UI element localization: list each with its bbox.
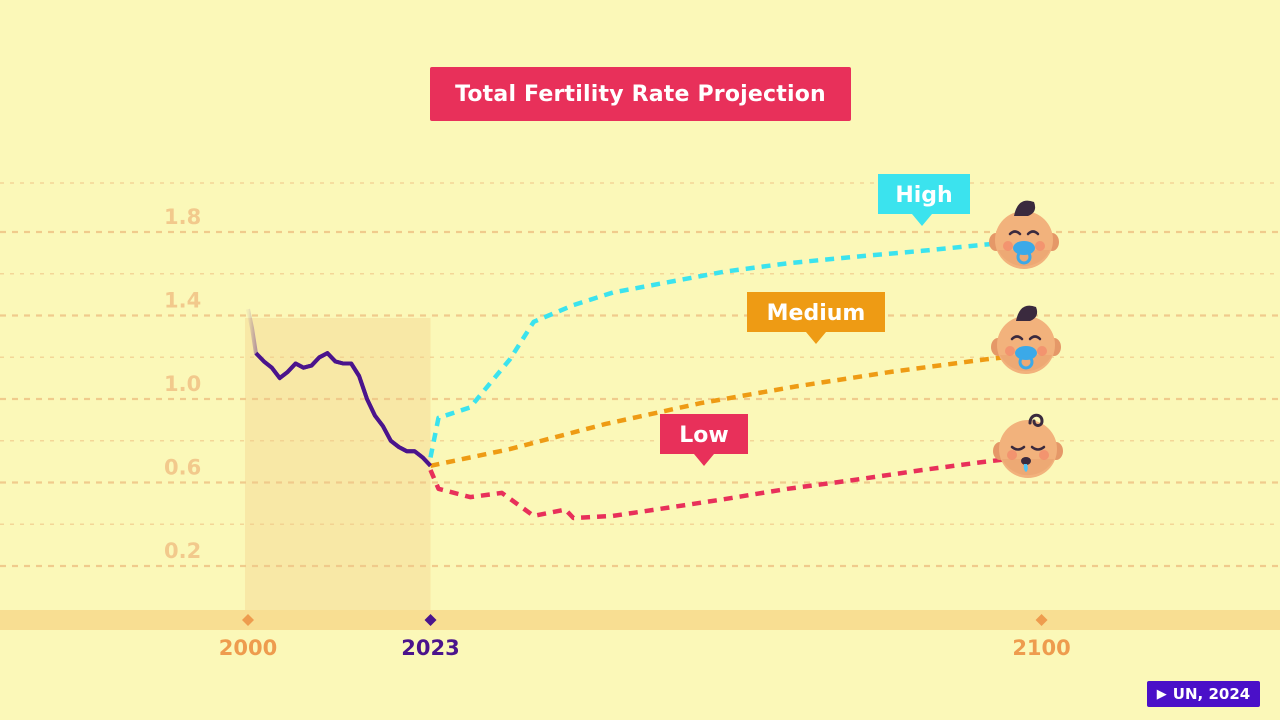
label-box (660, 414, 748, 466)
x-tick-label: 2100 (1012, 636, 1070, 660)
cheek (1037, 346, 1047, 356)
play-icon: ▶ (1156, 686, 1167, 702)
source-badge: ▶ UN, 2024 (1147, 681, 1260, 707)
history-shading (245, 318, 431, 610)
cheek (1007, 450, 1017, 460)
y-tick-label: 0.6 (164, 456, 201, 480)
pacifier-ring (1018, 354, 1034, 370)
face (997, 316, 1055, 374)
face-shade (1000, 355, 1052, 372)
y-tick-label: 1.0 (164, 372, 201, 396)
baby-low-icon (993, 413, 1063, 478)
x-tick-label: 2023 (401, 636, 459, 660)
x-axis-band (0, 610, 1280, 630)
eye (1026, 230, 1040, 236)
face-shade (1002, 459, 1054, 476)
series-line-medium (430, 350, 1042, 469)
hair (1016, 305, 1038, 321)
y-tick-label: 0.2 (164, 539, 201, 563)
hair-curl (1028, 413, 1044, 427)
baby-high-icon (989, 200, 1059, 269)
series-line-high (428, 238, 1042, 458)
label-box (747, 292, 885, 344)
label-text: Medium (767, 301, 866, 326)
face (995, 211, 1053, 269)
pacifier-icon (1013, 241, 1035, 255)
chart-title-text: Total Fertility Rate Projection (455, 81, 826, 107)
drool (1023, 464, 1028, 472)
eye (1010, 445, 1026, 451)
eye (1008, 230, 1022, 236)
label-box (878, 174, 970, 226)
x-tick-marker (242, 614, 254, 626)
series-label-medium: Medium (747, 292, 885, 344)
series-line-low (428, 453, 1042, 521)
label-text: Low (679, 423, 728, 448)
x-tick-label: 2000 (219, 636, 277, 660)
cheek (1003, 241, 1013, 251)
hair (1014, 200, 1036, 216)
pacifier-icon (1015, 346, 1037, 360)
chart-title: Total Fertility Rate Projection (430, 67, 851, 121)
source-label: UN, 2024 (1172, 685, 1251, 703)
eye (1030, 445, 1046, 451)
mouth (1021, 457, 1031, 465)
x-tick-marker (1035, 614, 1048, 626)
face (999, 420, 1057, 478)
y-tick-label: 1.8 (164, 205, 201, 229)
series-label-low: Low (660, 414, 748, 466)
cheek (1039, 450, 1049, 460)
series-line-history-solid (254, 351, 432, 468)
cheek (1035, 241, 1045, 251)
y-tick-label: 1.4 (164, 289, 201, 313)
pacifier-ring (1016, 249, 1032, 265)
baby-medium-icon (991, 305, 1061, 374)
label-text: High (895, 183, 952, 208)
cheek (1005, 346, 1015, 356)
series-label-high: High (878, 174, 970, 226)
face-shade (998, 250, 1050, 267)
eye (1028, 335, 1042, 341)
x-tick-marker (424, 614, 437, 626)
eye (1010, 335, 1024, 341)
